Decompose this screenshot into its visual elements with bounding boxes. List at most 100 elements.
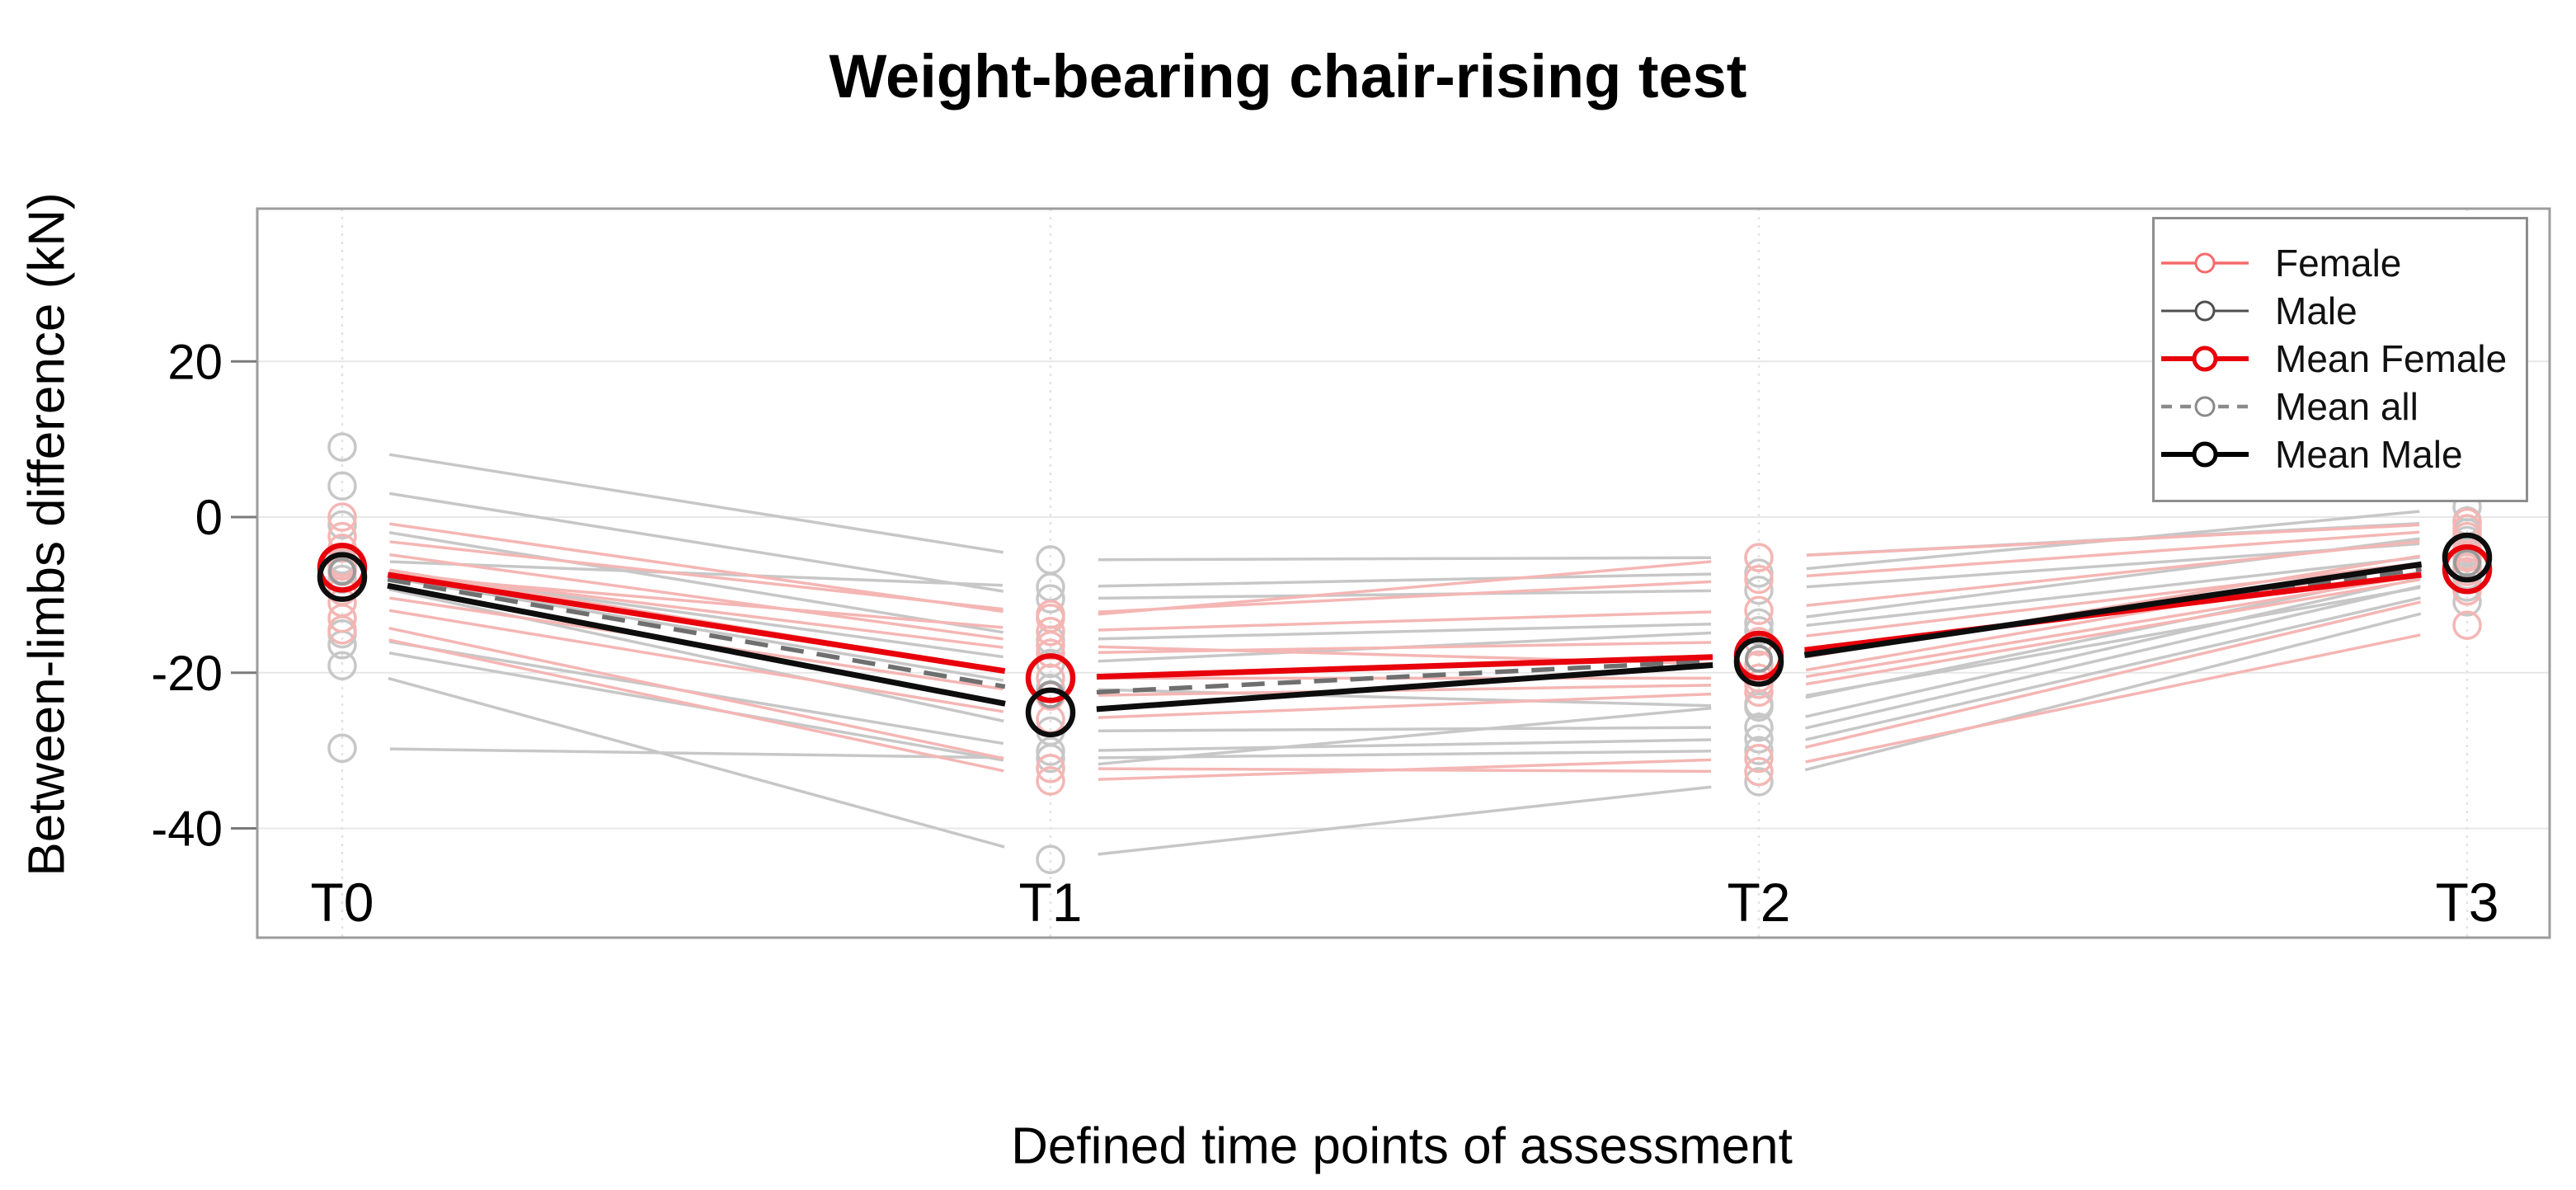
subject-series-male: [327, 572, 2482, 774]
mean-point-T0: [328, 557, 356, 586]
subjects-layer: [327, 432, 2482, 874]
subject-line-male: [1098, 556, 1712, 562]
subject-line-male: [1804, 612, 2422, 772]
subject-point-female-T1: [1036, 766, 1065, 796]
subject-line-female: [1098, 560, 1712, 616]
mean-point-T3: [2453, 548, 2481, 577]
x-axis-label: Defined time points of assessment: [1011, 1117, 1793, 1175]
subject-series-female: [327, 557, 2482, 735]
mean-point-T1: [1025, 653, 1076, 703]
subject-line-female: [389, 540, 1004, 611]
subject-point-female-T1: [1036, 754, 1065, 783]
legend-marker-sample: [2194, 252, 2216, 274]
subject-line-female: [1806, 530, 2420, 578]
mean-line: [1096, 658, 1713, 695]
subject-point-female-T0: [327, 603, 357, 633]
subject-point-male-T0: [327, 651, 357, 681]
y-tick-label: 20: [167, 334, 223, 389]
subject-point-male-T1: [1036, 844, 1065, 874]
mean-line: [387, 576, 1006, 689]
subject-line-male: [1098, 750, 1712, 760]
subject-point-female-T2: [1744, 543, 1774, 572]
y-tick-label: -20: [151, 646, 223, 701]
subject-line-male: [389, 747, 1004, 760]
mean-line: [1096, 654, 1713, 680]
subject-point-female-T1: [1036, 600, 1065, 629]
subject-line-male: [1805, 585, 2421, 730]
subject-point-female-T3: [2452, 610, 2482, 640]
subject-line-male: [1805, 586, 2421, 698]
x-category-label: T1: [1018, 872, 1082, 933]
subject-line-female: [1806, 562, 2420, 637]
legend-marker-sample: [2192, 346, 2218, 372]
mean-line: [1096, 662, 1713, 713]
subject-line-male: [389, 492, 1004, 593]
legend-label: Mean all: [2275, 385, 2419, 428]
legend-row: Male: [2158, 287, 2526, 335]
subject-line-male: [1098, 589, 1712, 600]
subject-line-male: [388, 576, 1004, 682]
legend-swatch-icon: [2161, 441, 2249, 468]
subject-point-male-T0: [327, 510, 357, 540]
plot-box-border: [256, 207, 2551, 939]
subject-line-male: [389, 560, 1004, 587]
subject-point-male-T1: [1036, 743, 1065, 774]
subject-series-male: [327, 553, 2482, 746]
mean-point-T2: [1745, 644, 1773, 673]
subject-point-male-T2: [1744, 713, 1774, 742]
subject-line-male: [388, 587, 1004, 723]
legend-marker-sample: [2194, 300, 2216, 322]
subject-line-female: [1098, 692, 1712, 719]
subject-point-male-T0: [327, 733, 357, 764]
legend-marker-sample: [2192, 441, 2218, 468]
subject-point-female-T2: [1744, 743, 1774, 774]
x-category-label: T3: [2435, 872, 2498, 933]
legend-swatch-icon: [2161, 300, 2249, 322]
subject-point-female-T3: [2452, 557, 2482, 586]
legend-label: Mean Female: [2275, 337, 2508, 380]
subject-line-female: [389, 553, 1004, 641]
subject-point-female-T1: [1036, 616, 1065, 647]
subject-point-male-T3: [2452, 587, 2482, 617]
subject-point-female-T3: [2452, 514, 2482, 543]
subject-series-male: [327, 510, 2482, 655]
subject-line-male: [1805, 576, 2421, 718]
subject-line-male: [1805, 596, 2421, 741]
subject-point-male-T2: [1744, 724, 1774, 754]
subject-line-female: [1806, 539, 2420, 607]
subject-line-male: [1098, 572, 1712, 588]
mean-line: [1803, 561, 2423, 658]
legend-row: Mean Female: [2158, 335, 2526, 383]
subject-line-female: [388, 638, 1004, 773]
subject-line-female: [1098, 610, 1712, 632]
axis-layer: 20 0 -20 -40 T0 T1 T2 T3: [151, 334, 2498, 933]
subject-line-female: [388, 627, 1004, 760]
subject-line-female: [1805, 633, 2421, 764]
subject-line-male: [388, 676, 1005, 849]
subject-point-female-T0: [327, 502, 357, 532]
subject-line-male: [1098, 785, 1712, 856]
subject-line-female: [1805, 574, 2421, 679]
y-tick-label: -40: [151, 802, 223, 857]
subject-point-male-T2: [1744, 608, 1774, 638]
subject-line-female: [1805, 578, 2421, 686]
legend-row: Female: [2158, 239, 2526, 287]
legend-label: Male: [2275, 289, 2357, 332]
legend-label: Female: [2275, 242, 2402, 285]
subject-point-male-T2: [1744, 575, 1774, 605]
legend-marker-sample: [2194, 396, 2216, 417]
subject-point-female-T2: [1744, 564, 1774, 595]
subject-line-male: [389, 453, 1004, 554]
subject-point-male-T0: [327, 471, 357, 501]
legend-row: Mean Male: [2158, 430, 2526, 478]
subject-line-male: [388, 531, 1004, 634]
subject-line-female: [1805, 600, 2421, 749]
subject-point-male-T0: [327, 432, 357, 462]
subject-line-female: [389, 570, 1004, 649]
subject-line-female: [1098, 641, 1712, 654]
legend-swatch-icon: [2161, 396, 2249, 417]
legend-row: Mean all: [2158, 383, 2526, 430]
legend-swatch-icon: [2161, 252, 2249, 274]
subject-point-male-T2: [1744, 767, 1774, 797]
